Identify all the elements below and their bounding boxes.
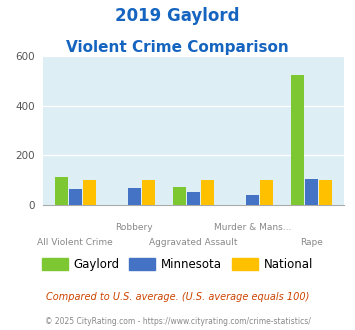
Text: All Violent Crime: All Violent Crime <box>37 238 113 247</box>
Text: © 2025 CityRating.com - https://www.cityrating.com/crime-statistics/: © 2025 CityRating.com - https://www.city… <box>45 317 310 326</box>
Text: Rape: Rape <box>300 238 323 247</box>
Text: Aggravated Assault: Aggravated Assault <box>149 238 238 247</box>
Bar <box>319 180 332 205</box>
Text: Violent Crime Comparison: Violent Crime Comparison <box>66 40 289 54</box>
Bar <box>173 187 186 205</box>
Bar <box>305 179 318 205</box>
Bar <box>246 195 259 205</box>
Text: Compared to U.S. average. (U.S. average equals 100): Compared to U.S. average. (U.S. average … <box>46 292 309 302</box>
Bar <box>187 192 200 205</box>
Bar <box>201 180 214 205</box>
Legend: Gaylord, Minnesota, National: Gaylord, Minnesota, National <box>37 253 318 276</box>
Bar <box>142 180 155 205</box>
Bar <box>260 180 273 205</box>
Bar <box>55 178 68 205</box>
Bar <box>291 75 304 205</box>
Bar <box>82 180 95 205</box>
Text: Robbery: Robbery <box>115 223 153 232</box>
Bar <box>128 188 141 205</box>
Bar <box>69 188 82 205</box>
Text: Murder & Mans...: Murder & Mans... <box>214 223 291 232</box>
Text: 2019 Gaylord: 2019 Gaylord <box>115 7 240 25</box>
